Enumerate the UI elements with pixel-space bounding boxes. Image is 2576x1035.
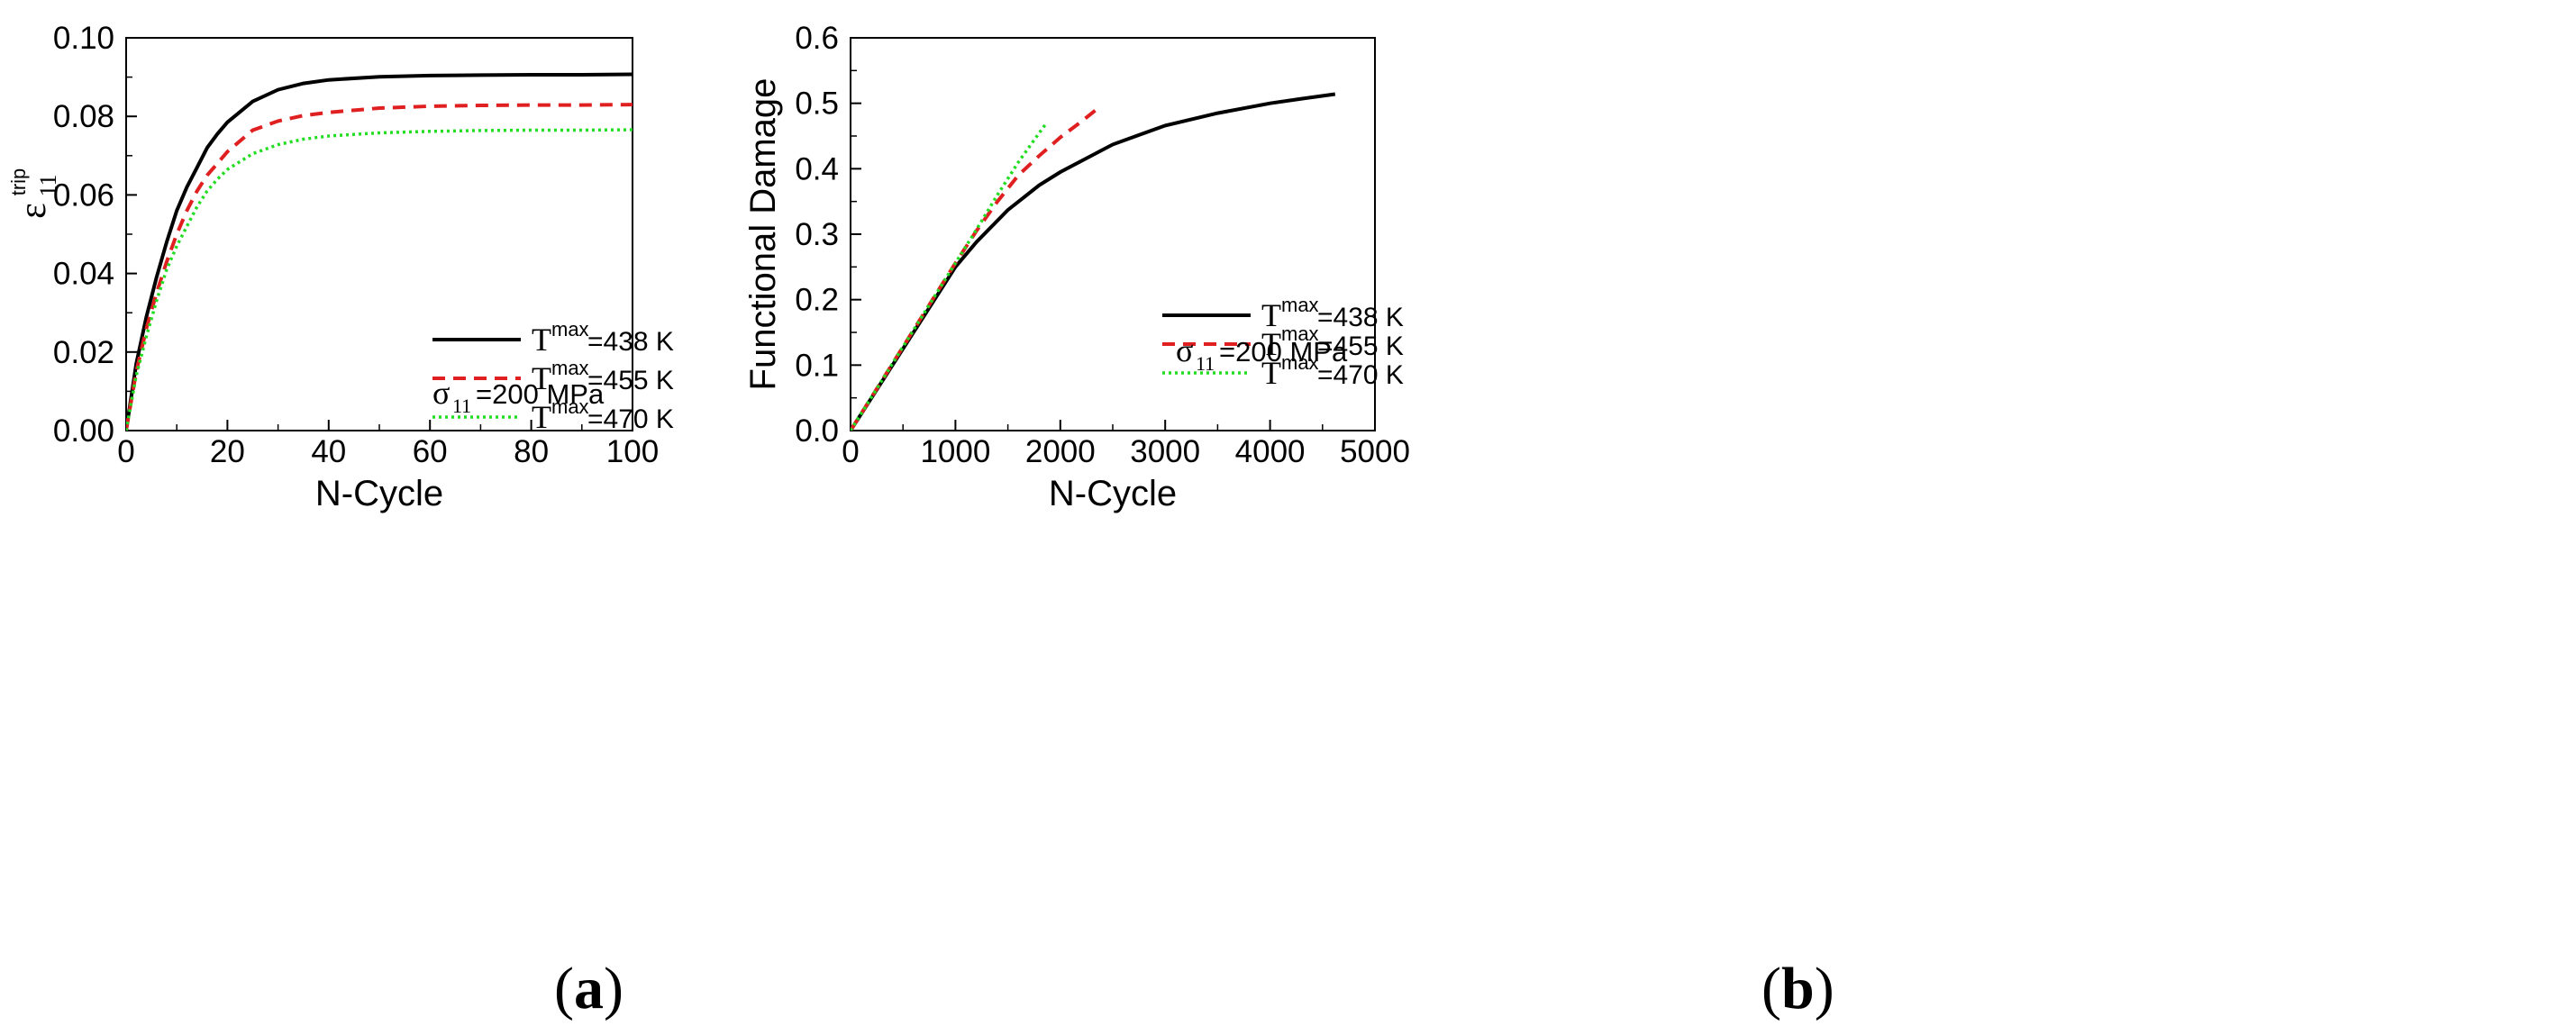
y-tick-label: 0.6 (795, 21, 839, 56)
legend-label-text: =438 K (1317, 303, 1404, 332)
y-tick-label: 0.02 (53, 335, 114, 370)
y-axis-label-sub: 11 (35, 174, 61, 196)
legend-label-symbol: T (1261, 355, 1281, 391)
x-tick-label: 1000 (920, 434, 990, 469)
y-axis-label-sup: trip (7, 168, 30, 196)
legend-label-sup: max (1281, 294, 1319, 316)
y-tick-label: 0.1 (795, 348, 839, 383)
caption-a: (a) (554, 956, 624, 1021)
legend-label-symbol: T (1261, 297, 1281, 333)
y-axis-label: Functional Damage (743, 78, 783, 391)
caption-a-letter: a (573, 956, 604, 1021)
annotation-symbol: σ (432, 375, 450, 411)
annotation-sub: 11 (452, 395, 471, 417)
y-tick-label: 0.08 (53, 99, 114, 134)
x-tick-label: 3000 (1130, 434, 1200, 469)
x-tick-label: 5000 (1340, 434, 1410, 469)
x-tick-label: 40 (311, 434, 346, 469)
legend-label-symbol: T (532, 322, 551, 358)
legend-label-text: =470 K (1317, 360, 1404, 390)
x-tick-label: 0 (117, 434, 134, 469)
y-tick-label: 0.00 (53, 413, 114, 449)
y-tick-label: 0.4 (795, 151, 839, 186)
series-line-1 (126, 103, 633, 431)
caption-b-letter: b (1780, 956, 1815, 1021)
annotation-symbol: σ (1176, 332, 1193, 368)
legend-label-text: =455 K (1317, 331, 1404, 361)
y-tick-label: 0.5 (795, 86, 839, 122)
annotation-text: =200 MPa (476, 378, 605, 410)
y-axis-label: ε trip 11 (7, 168, 61, 219)
legend-label-text: =470 K (587, 404, 674, 434)
series-line-1 (851, 104, 1102, 431)
chart-panel-a: 0 20 40 60 80 100 0.00 0.02 0.04 0.06 0.08 0.10 N-Cy… (7, 21, 674, 513)
y-tick-label: 0.0 (795, 413, 839, 449)
x-tick-label: 4000 (1235, 434, 1306, 469)
x-tick-label: 60 (413, 434, 448, 469)
series-line-0 (126, 72, 633, 431)
legend-label-text: =455 K (587, 366, 674, 395)
annotation-text: =200 MPa (1219, 336, 1348, 368)
y-tick-label: 0.06 (53, 177, 114, 213)
series-line-0 (851, 92, 1336, 431)
legend-label-symbol: T (1261, 326, 1281, 362)
x-axis-label: N-Cycle (1049, 474, 1177, 513)
legend-label-sup: max (551, 395, 589, 418)
legend-label-symbol: T (532, 399, 551, 435)
y-tick-label: 0.04 (53, 257, 114, 292)
legend-label-sup: max (1281, 322, 1319, 345)
y-tick-label: 0.3 (795, 217, 839, 252)
x-tick-label: 100 (606, 434, 659, 469)
caption-b: (b) (1761, 956, 1834, 1021)
legend-label-sup: max (551, 318, 589, 340)
y-tick-label: 0.10 (53, 21, 114, 56)
x-tick-label: 2000 (1025, 434, 1096, 469)
x-axis-label: N-Cycle (315, 474, 443, 513)
series-line-2 (126, 128, 633, 431)
legend-label-symbol: T (532, 360, 551, 396)
x-tick-label: 20 (210, 434, 245, 469)
chart-panel-b: 0 1000 2000 3000 4000 5000 0.0 0.1 0.2 0.3 0.4 0.5 0… (743, 21, 1410, 513)
annotation-sub: 11 (1196, 352, 1215, 375)
y-tick-label: 0.2 (795, 283, 839, 318)
x-tick-label: 0 (842, 434, 859, 469)
series-line-2 (851, 123, 1047, 431)
x-tick-label: 80 (514, 434, 549, 469)
legend-label-sup: max (1281, 351, 1319, 374)
legend-label-sup: max (551, 357, 589, 379)
y-axis-label-symbol: ε (13, 203, 54, 219)
legend-label-text: =438 K (587, 327, 674, 357)
